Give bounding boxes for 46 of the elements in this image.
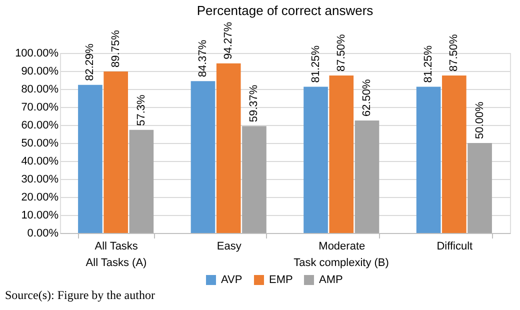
bar bbox=[329, 76, 354, 233]
data-label: 89.75% bbox=[110, 30, 122, 68]
data-label: 57.3% bbox=[135, 94, 148, 126]
bar bbox=[129, 130, 154, 233]
text: All Tasks (A) bbox=[86, 257, 147, 269]
x-tick-label: Easy bbox=[216, 240, 242, 252]
bar bbox=[190, 81, 216, 233]
y-tick-label: 10.00% bbox=[21, 210, 59, 222]
y-tick-label: 50.00% bbox=[21, 138, 59, 150]
y-tick-label: 100.00% bbox=[15, 48, 59, 60]
legend-label: EMP bbox=[269, 274, 293, 286]
y-tick-label: 0.00% bbox=[27, 228, 59, 240]
bar bbox=[304, 86, 328, 233]
source-note: Source(s): Figure by the author bbox=[5, 288, 155, 302]
bar bbox=[242, 126, 266, 233]
y-tick-label: 90.00% bbox=[21, 66, 59, 78]
x-tick-label: All Tasks bbox=[94, 240, 138, 252]
data-label: 87.50% bbox=[335, 34, 348, 72]
legend-label: AMP bbox=[319, 274, 343, 286]
y-tick-label: 40.00% bbox=[21, 156, 59, 168]
y-tick-label: 30.00% bbox=[21, 174, 59, 186]
x-tick-label: Difficult bbox=[436, 240, 473, 252]
bar bbox=[468, 143, 492, 233]
data-label: 62.50% bbox=[361, 78, 374, 116]
bar bbox=[416, 86, 441, 233]
y-tick-label: 80.00% bbox=[21, 84, 59, 96]
data-label: 87.50% bbox=[448, 34, 460, 72]
data-label: 59.37% bbox=[248, 84, 260, 122]
y-tick-label: 60.00% bbox=[21, 120, 59, 132]
bar bbox=[78, 84, 102, 233]
bar bbox=[104, 71, 128, 233]
x-tick-label: Moderate bbox=[318, 240, 366, 252]
data-label: 84.37% bbox=[196, 40, 209, 78]
legend-label: AVP bbox=[221, 274, 242, 286]
data-label: 81.25% bbox=[422, 45, 435, 83]
bar bbox=[442, 76, 466, 233]
bar bbox=[354, 120, 380, 233]
data-label: 94.27% bbox=[222, 22, 235, 60]
data-label: 82.29% bbox=[84, 43, 96, 81]
chart-title: Percentage of correct answers bbox=[196, 3, 374, 18]
y-tick-label: 20.00% bbox=[21, 192, 59, 204]
data-label: 50.00% bbox=[474, 101, 486, 139]
bar bbox=[216, 63, 241, 233]
data-label: 81.25% bbox=[310, 45, 322, 83]
text: Task complexity (B) bbox=[294, 257, 389, 269]
y-tick-label: 70.00% bbox=[21, 102, 59, 114]
